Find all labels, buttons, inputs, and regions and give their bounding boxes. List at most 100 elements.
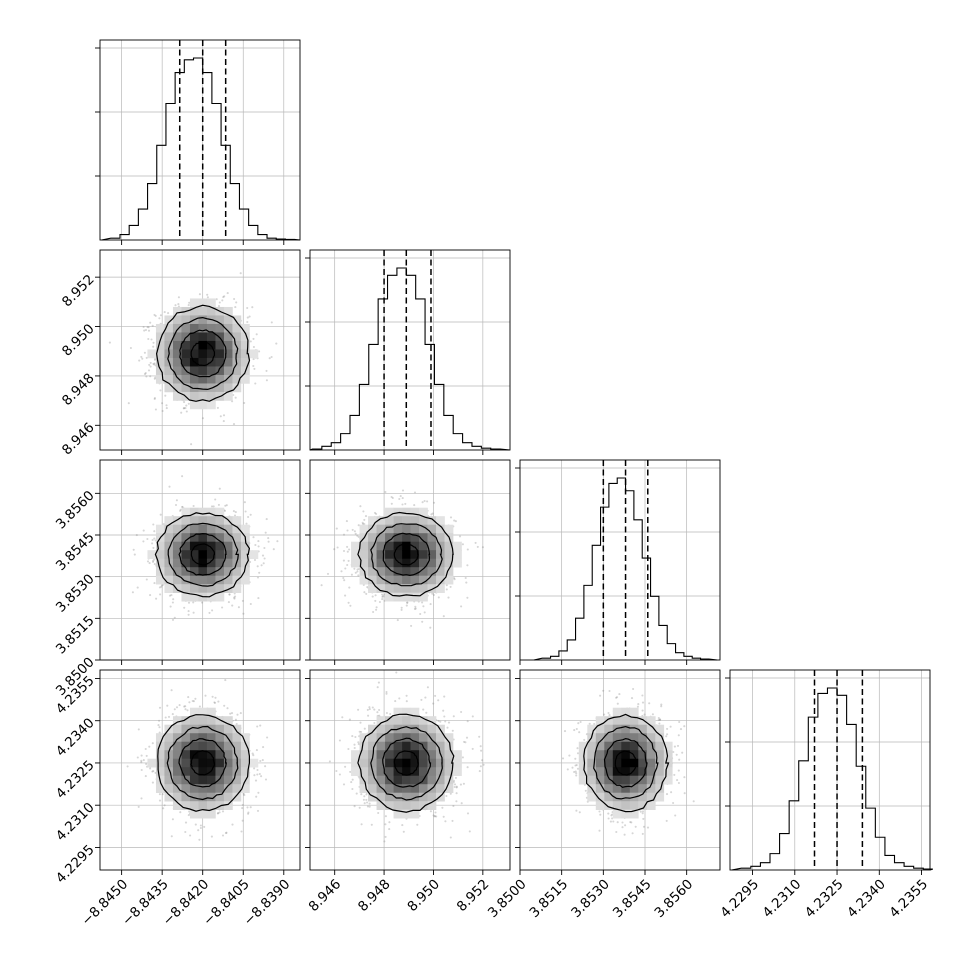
sample-point <box>247 515 250 519</box>
sample-point <box>354 532 357 535</box>
sample-point <box>174 304 177 307</box>
density-cell <box>393 541 403 551</box>
sample-point <box>251 306 254 309</box>
sample-point <box>401 503 404 506</box>
density-cell <box>436 584 445 593</box>
panel-frame <box>729 669 931 871</box>
sample-point <box>442 615 445 618</box>
density-cell <box>198 550 208 559</box>
sample-point <box>165 404 168 407</box>
sample-point <box>342 549 346 553</box>
sample-point <box>153 362 156 365</box>
sample-point <box>172 598 175 601</box>
sample-point <box>142 325 145 329</box>
sample-point <box>401 489 405 492</box>
sample-point <box>232 423 236 426</box>
density-cell <box>155 374 165 384</box>
sample-point <box>363 591 366 594</box>
sample-point <box>265 518 268 521</box>
sample-point <box>261 554 265 557</box>
sample-point <box>234 396 237 399</box>
density-cell <box>198 575 208 585</box>
sample-point <box>258 350 261 353</box>
sample-point <box>458 535 462 538</box>
sample-point <box>184 407 187 410</box>
density-cell <box>215 516 225 525</box>
density-cell <box>198 507 208 517</box>
sample-point <box>252 536 255 539</box>
sample-point <box>187 610 190 613</box>
sample-point <box>261 759 264 762</box>
sample-point <box>142 540 145 543</box>
sample-point <box>206 293 209 296</box>
density-cell <box>172 374 182 384</box>
density-cell <box>206 575 216 585</box>
sample-point <box>349 604 352 607</box>
sample-point <box>221 299 224 302</box>
sample-point <box>171 713 174 716</box>
sample-point <box>237 606 240 609</box>
density-cell <box>181 349 191 359</box>
sample-point <box>429 603 432 606</box>
density-cell <box>427 575 437 585</box>
density-cell <box>410 524 420 534</box>
sample-point <box>445 588 448 591</box>
sample-point <box>187 696 190 699</box>
sample-point <box>372 610 375 614</box>
sample-point <box>148 363 151 366</box>
density-cell <box>232 524 242 534</box>
sample-point <box>466 564 469 567</box>
density-cell <box>351 541 360 551</box>
sample-point <box>239 272 242 275</box>
sample-point <box>163 311 166 314</box>
sample-point <box>185 404 188 407</box>
sample-point <box>212 505 215 508</box>
sample-point <box>260 564 263 567</box>
density-cell <box>359 575 369 585</box>
density-cell <box>427 584 437 593</box>
sample-point <box>159 314 162 317</box>
sample-point <box>211 609 214 612</box>
sample-point <box>153 396 156 400</box>
sample-point <box>201 601 204 604</box>
sample-point <box>340 570 343 573</box>
sample-point <box>351 528 354 531</box>
histogram-panel-2 <box>515 459 721 665</box>
sample-point <box>222 414 226 417</box>
sample-point <box>267 540 270 543</box>
density-cell <box>155 340 165 350</box>
histogram-step-line <box>309 267 510 451</box>
sample-point <box>146 537 149 541</box>
sample-point <box>357 524 360 527</box>
histogram-step-line <box>101 57 301 241</box>
sample-point <box>152 341 155 344</box>
sample-point <box>244 510 247 513</box>
density-cell <box>164 516 174 525</box>
sample-point <box>167 312 170 315</box>
density-cell <box>189 541 199 551</box>
sample-point <box>390 502 393 505</box>
sample-point <box>153 363 156 366</box>
sample-point <box>344 594 347 597</box>
sample-point <box>190 443 193 446</box>
density-cell <box>172 323 182 333</box>
density-cell <box>232 332 242 342</box>
sample-point <box>159 389 162 392</box>
sample-point <box>268 357 271 360</box>
sample-point <box>419 612 422 616</box>
panel-frame <box>519 459 721 661</box>
sample-point <box>363 518 366 521</box>
density-cell <box>164 374 174 384</box>
density-cell <box>393 592 403 602</box>
sample-point <box>270 355 273 359</box>
density-cell <box>402 550 411 559</box>
sample-point <box>168 485 171 488</box>
sample-point <box>164 394 167 397</box>
sample-point <box>151 538 154 542</box>
sample-point <box>150 338 153 341</box>
sample-point <box>258 571 261 574</box>
sample-point <box>143 373 147 376</box>
sample-point <box>267 537 270 540</box>
density-cell <box>410 575 420 585</box>
sample-point <box>233 297 236 301</box>
